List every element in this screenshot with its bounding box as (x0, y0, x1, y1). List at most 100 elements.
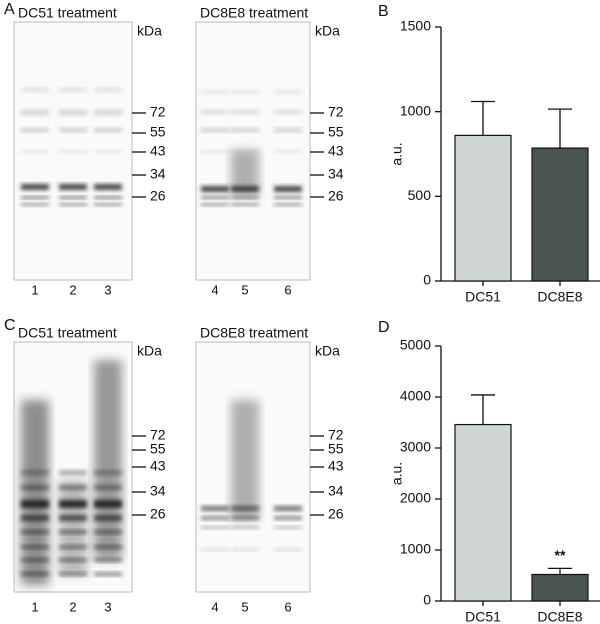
blot-title: DC8E8 treatment (200, 325, 308, 341)
y-tick-label: 0 (423, 272, 431, 288)
y-axis-label: a.u. (389, 462, 405, 485)
blot-band (21, 128, 49, 132)
lane-label: 6 (284, 599, 291, 614)
lane-label: 1 (31, 282, 38, 297)
bar (531, 573, 589, 602)
y-tick-label: 0 (423, 592, 431, 608)
blot-band (21, 515, 49, 521)
blot-band (231, 186, 259, 192)
blot-band (59, 545, 87, 549)
kda-label: kDa (137, 23, 162, 39)
blot-band (59, 500, 87, 508)
lane-label: 3 (104, 599, 111, 614)
bar (454, 423, 512, 602)
blot-band (201, 516, 229, 520)
blot-band (274, 506, 302, 511)
blot-band (94, 485, 122, 490)
blot-band (201, 128, 229, 132)
significance: ** (555, 547, 566, 563)
marker-label: 34 (150, 483, 166, 499)
lane-label: 2 (69, 599, 76, 614)
blot-band (231, 526, 259, 529)
blot-band (94, 470, 122, 475)
blot-band (59, 88, 87, 92)
blot-band (94, 196, 122, 199)
blot-band (201, 526, 229, 529)
marker-label: 55 (328, 124, 344, 140)
marker-label: 26 (150, 188, 166, 204)
blot-band (231, 196, 259, 199)
marker-label: 55 (328, 441, 344, 457)
blot-band (201, 203, 229, 206)
lane-label: 6 (284, 282, 291, 297)
blot-band (231, 110, 259, 114)
lane-label: 4 (211, 282, 218, 297)
blot-band (231, 548, 259, 551)
blot-band (201, 186, 229, 192)
blot-band (21, 558, 49, 562)
lane-label: 5 (241, 282, 248, 297)
y-axis-label: a.u. (389, 142, 405, 165)
blot-band (231, 150, 259, 153)
blot-band (21, 530, 49, 534)
y-tick-label: 3000 (400, 439, 431, 455)
blot-band (21, 196, 49, 199)
lane-label: 5 (241, 599, 248, 614)
blot-band (21, 545, 49, 549)
blot-band (94, 500, 122, 508)
marker-label: 72 (328, 427, 344, 443)
blot-band (21, 500, 49, 508)
blot-band (21, 203, 49, 206)
blot-band (201, 90, 229, 94)
blot-band (59, 128, 87, 132)
blot-band (201, 196, 229, 199)
blot-band (94, 572, 122, 576)
blot-band (274, 186, 302, 192)
x-tick-label: DC51 (465, 289, 501, 305)
marker-label: 72 (328, 104, 344, 120)
blot-band (274, 548, 302, 551)
marker-label: 34 (328, 483, 344, 499)
x-tick-label: DC8E8 (537, 609, 582, 624)
blot-band (274, 150, 302, 153)
blot-band (59, 470, 87, 475)
blot-band (94, 203, 122, 206)
blot-smear (94, 360, 122, 560)
blot-band (201, 150, 229, 153)
marker-label: 43 (150, 458, 166, 474)
x-tick-label: DC51 (465, 609, 501, 624)
blot-band (94, 558, 122, 562)
kda-label: kDa (315, 343, 340, 359)
blot-band (274, 128, 302, 132)
blot-band (59, 110, 87, 115)
lane-label: 2 (69, 282, 76, 297)
blot-band (94, 545, 122, 549)
blot-band (94, 110, 122, 115)
marker-label: 72 (150, 427, 166, 443)
blot-band (59, 196, 87, 199)
blot-band (59, 558, 87, 562)
blot-title: DC51 treatment (18, 325, 117, 341)
blot-band (59, 515, 87, 521)
lane-label: 1 (31, 599, 38, 614)
blot-band (21, 150, 49, 153)
kda-label: kDa (137, 343, 162, 359)
panel-letter: B (378, 3, 389, 20)
blot-band (231, 128, 259, 132)
marker-label: 43 (328, 143, 344, 159)
blot-band (201, 548, 229, 551)
marker-label: 34 (328, 166, 344, 182)
y-tick-label: 1000 (400, 102, 431, 118)
blot-smear (21, 400, 49, 585)
blot-band (59, 530, 87, 534)
marker-label: 55 (150, 124, 166, 140)
x-tick-label: DC8E8 (537, 289, 582, 305)
blot-band (21, 184, 49, 190)
panel-letter: D (378, 319, 390, 336)
blot-band (274, 90, 302, 94)
y-tick-label: 1000 (400, 541, 431, 557)
lane-label: 4 (211, 599, 218, 614)
y-tick-label: 4000 (400, 388, 431, 404)
blot-title: DC51 treatment (18, 5, 117, 21)
